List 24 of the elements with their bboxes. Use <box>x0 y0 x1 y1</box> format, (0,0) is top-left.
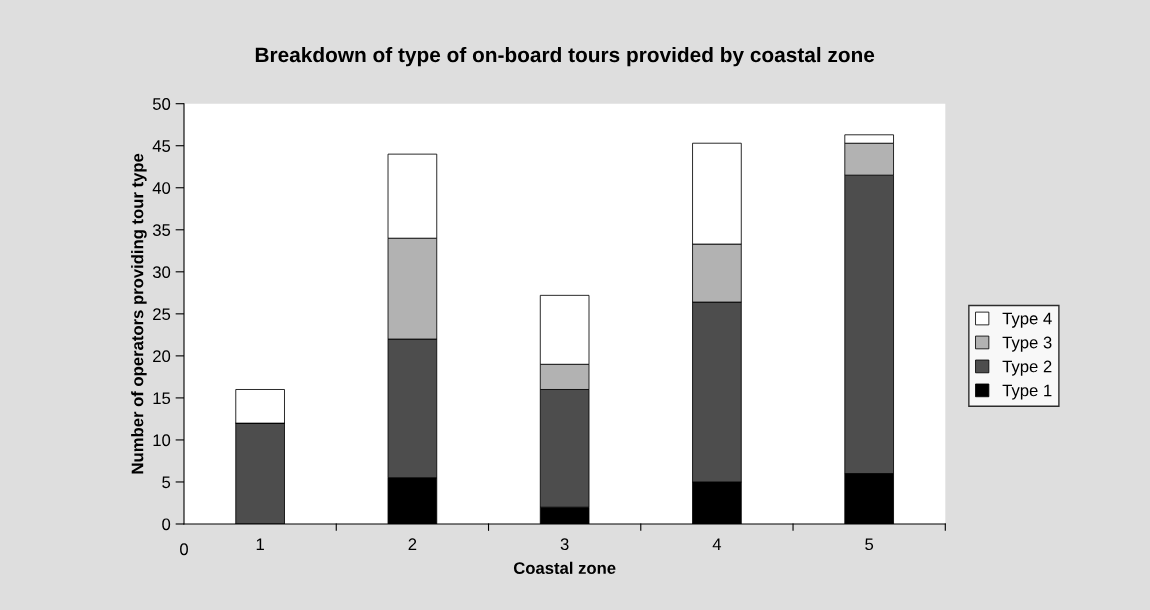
x-axis-title: Coastal zone <box>513 561 616 574</box>
y-tick-label: 30 <box>152 266 171 279</box>
y-tick-label: 15 <box>153 392 171 405</box>
y-axis-title: Number of operators providing tour type <box>131 153 147 474</box>
x-tick-label: 1 <box>256 538 264 550</box>
y-tick-label: 40 <box>152 182 171 194</box>
legend-label: Type 3 <box>1002 336 1052 352</box>
x-tick-label: 4 <box>712 538 722 550</box>
y-tick-label: 50 <box>152 98 171 110</box>
x-tick-label: 2 <box>408 538 417 550</box>
legend-label: Type 2 <box>1002 360 1052 376</box>
x-tick-label: 5 <box>865 538 874 551</box>
y-tick-label: 35 <box>152 224 171 236</box>
y-tick-label: 20 <box>153 350 171 363</box>
chart-title: Breakdown of type of on-board tours provided by coastal zone <box>255 46 875 67</box>
y-tick-label: 25 <box>153 308 171 321</box>
y-tick-label: 5 <box>162 476 171 489</box>
y-tick-label: 10 <box>153 434 171 447</box>
x-tick-label: 3 <box>560 538 569 551</box>
legend-label: Type 4 <box>1002 312 1052 328</box>
legend-label: Type 1 <box>1002 384 1052 400</box>
text: 0 <box>180 543 188 556</box>
y-tick-label: 0 <box>162 518 171 531</box>
y-tick-label: 45 <box>152 140 171 152</box>
